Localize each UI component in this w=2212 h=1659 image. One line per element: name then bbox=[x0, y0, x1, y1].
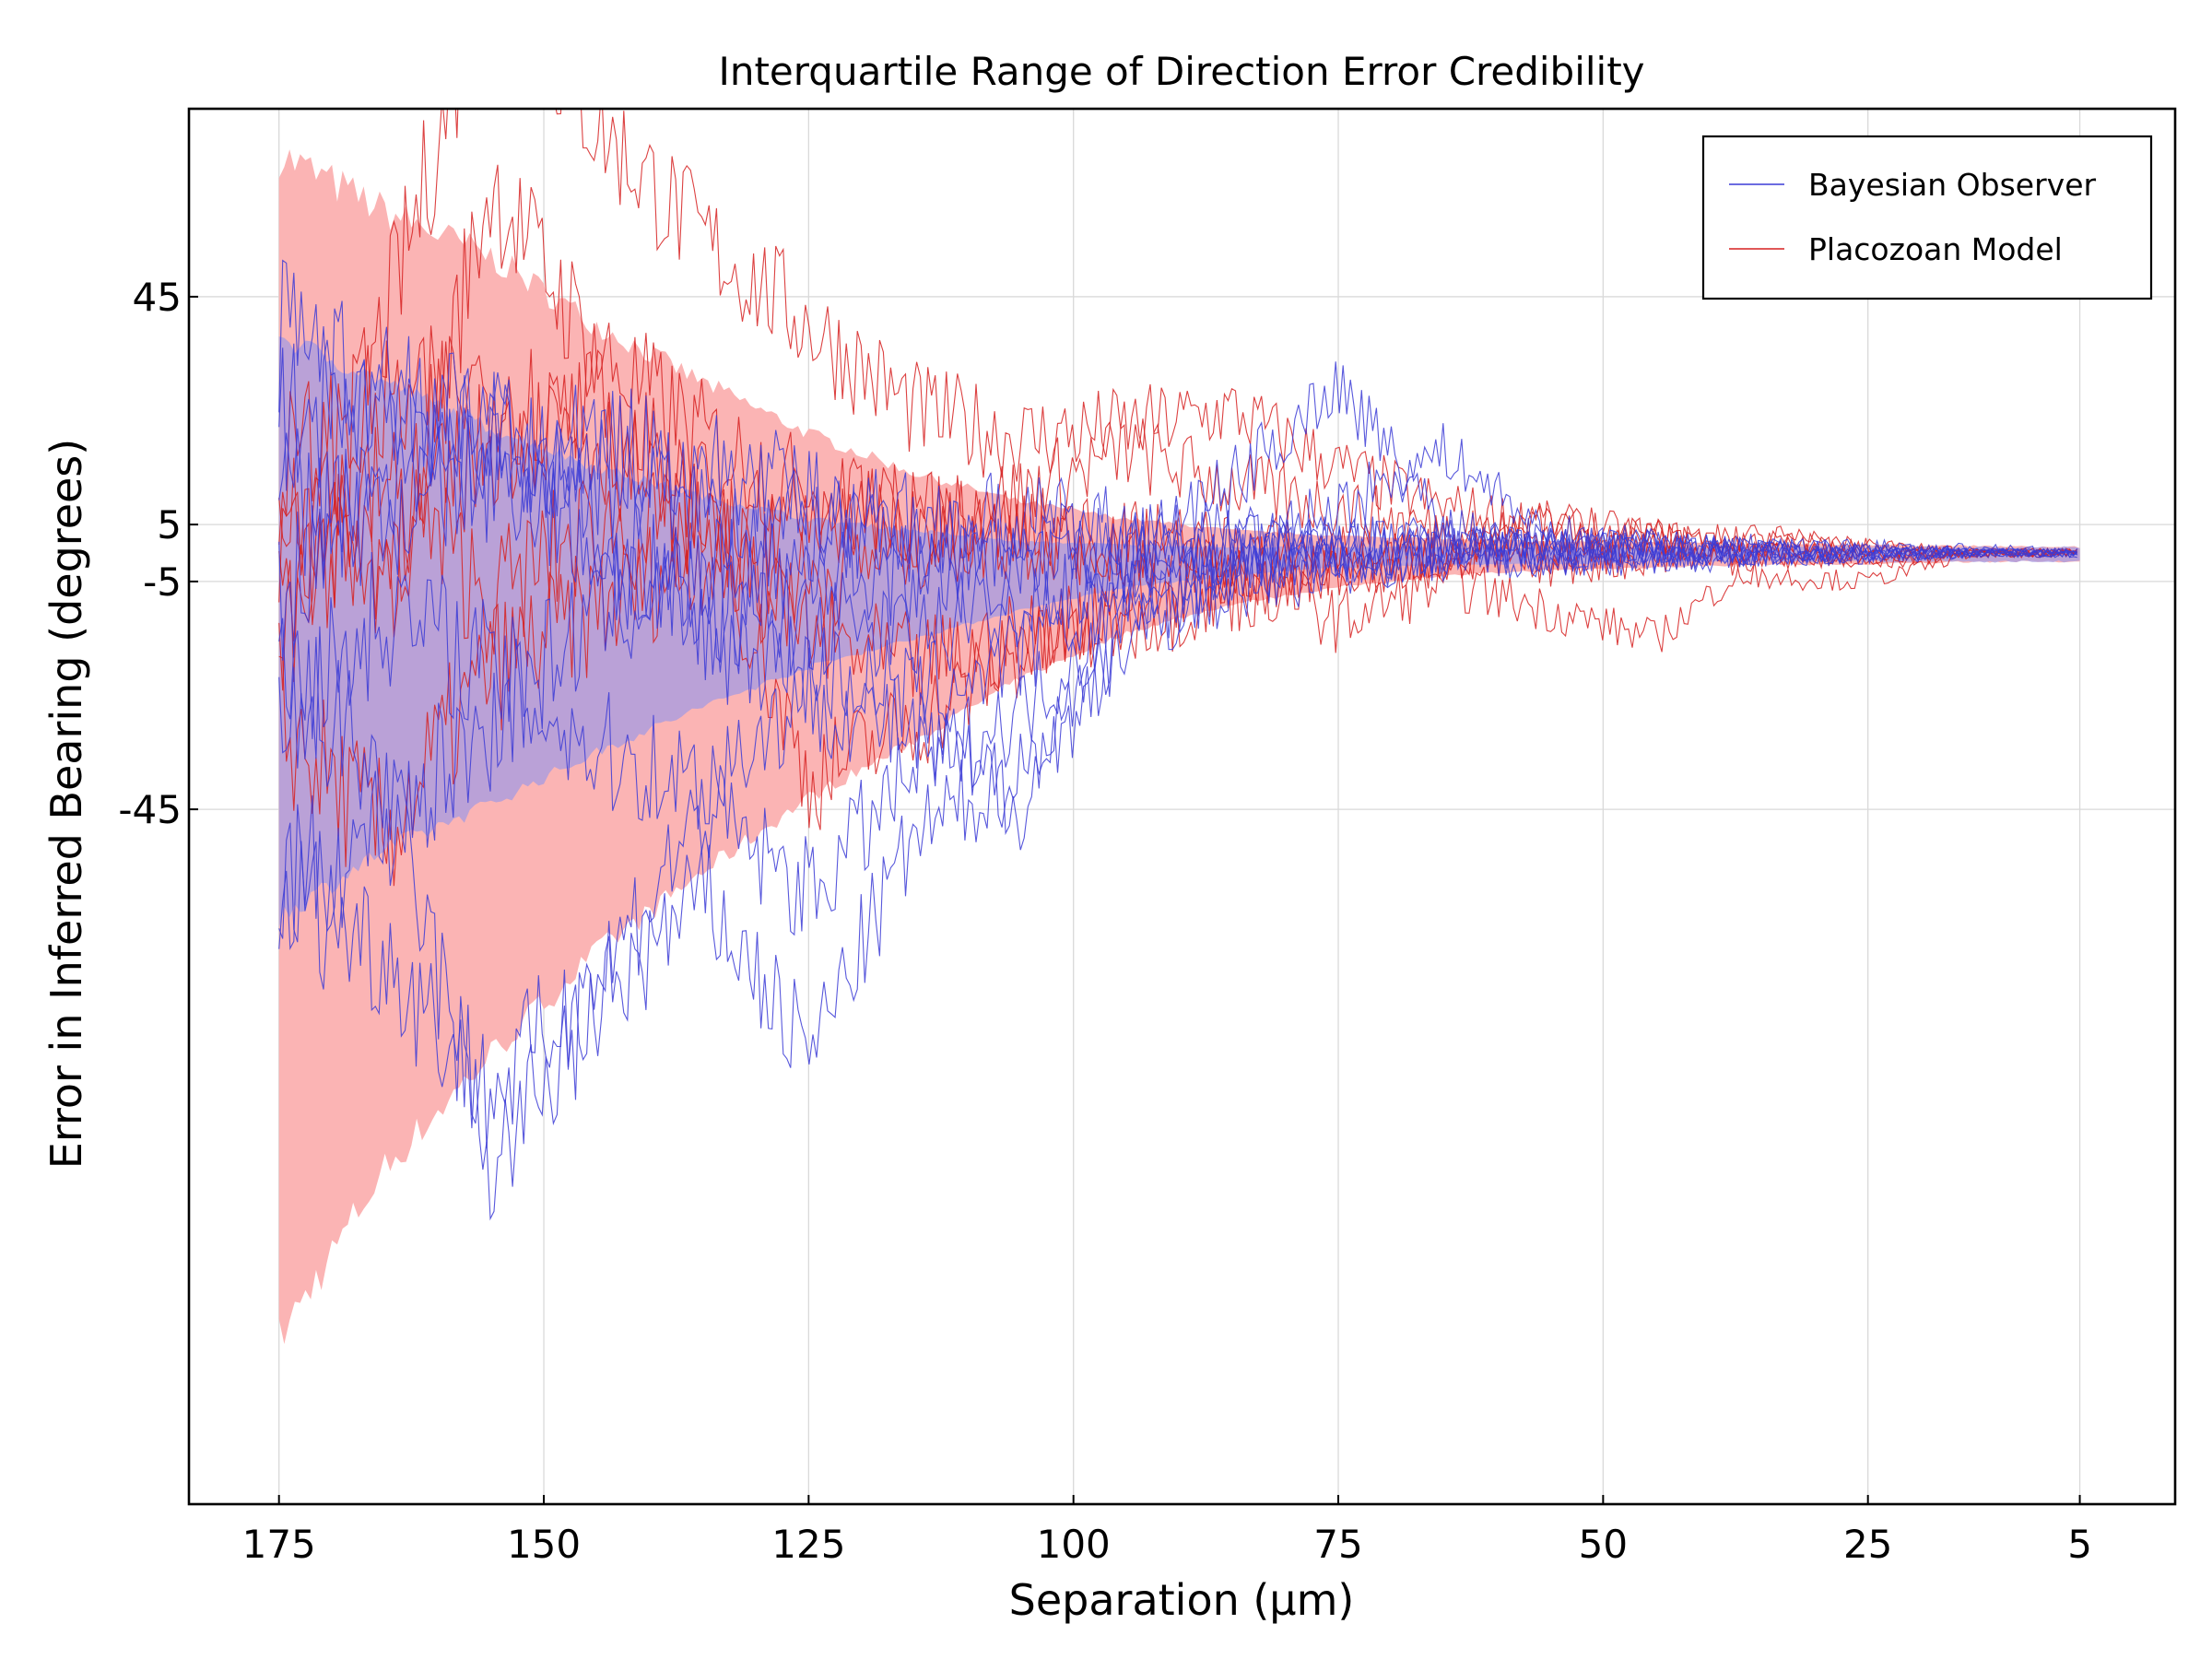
chart-title: Interquartile Range of Direction Error C… bbox=[718, 49, 1644, 94]
y-tick-label-2: -5 bbox=[143, 559, 182, 605]
series-line-placozoan-12 bbox=[278, 427, 2077, 664]
y-tick-label-0: 45 bbox=[133, 275, 182, 320]
x-axis-label: Separation (µm) bbox=[1009, 1575, 1355, 1625]
legend-box bbox=[1701, 135, 2153, 300]
series-line-placozoan-11 bbox=[278, 348, 2078, 830]
y-axis-label: Error in Inferred Bearing (degrees) bbox=[41, 439, 91, 1169]
series-line-bayesian-4 bbox=[278, 527, 2078, 851]
x-tick-label-1: 150 bbox=[507, 1522, 581, 1567]
band-placozoan bbox=[278, 149, 2080, 1345]
series-line-bayesian-2 bbox=[278, 525, 2077, 1221]
legend-label-1: Placozoan Model bbox=[1808, 231, 2063, 267]
x-tick-label-7: 5 bbox=[2067, 1522, 2092, 1567]
x-tick-label-6: 25 bbox=[1843, 1522, 1892, 1567]
legend: Bayesian Observer Placozoan Model bbox=[1701, 135, 2153, 300]
y-tick-label-3: -45 bbox=[118, 787, 182, 832]
x-tick-label-0: 175 bbox=[242, 1522, 316, 1567]
band-bayesian bbox=[278, 336, 2080, 929]
x-tick-label-4: 75 bbox=[1313, 1522, 1362, 1567]
x-tick-label-3: 100 bbox=[1037, 1522, 1111, 1567]
x-tick-label-2: 125 bbox=[771, 1522, 845, 1567]
series-line-bayesian-1 bbox=[278, 520, 2077, 1148]
series-line-bayesian-5 bbox=[278, 513, 2077, 951]
x-tick-label-5: 50 bbox=[1579, 1522, 1628, 1567]
series-line-bayesian-3 bbox=[278, 406, 2078, 737]
plot-area: 175 150 125 100 75 50 25 5 45 5 -5 -45 Bayesian Obse… bbox=[118, 107, 2177, 1567]
series-line-placozoan-8 bbox=[278, 109, 2077, 691]
axes-frame bbox=[187, 107, 2177, 1506]
series-line-bayesian-7 bbox=[278, 361, 2078, 677]
series-line-bayesian-6 bbox=[278, 326, 2078, 581]
legend-label-0: Bayesian Observer bbox=[1808, 167, 2096, 203]
y-tick-label-1: 5 bbox=[157, 502, 182, 547]
